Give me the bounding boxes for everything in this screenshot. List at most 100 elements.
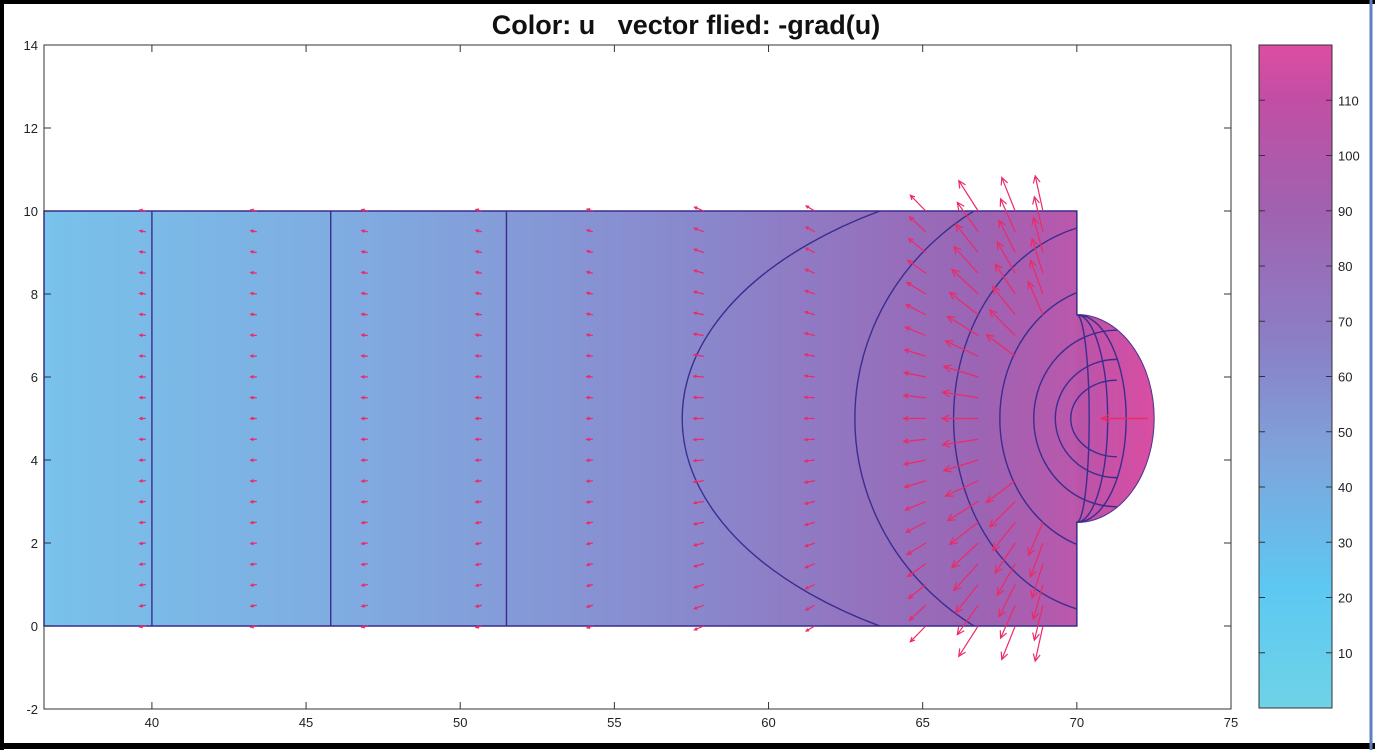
- colorbar-tick-label: 90: [1338, 204, 1352, 219]
- vector-arrowhead: [1029, 568, 1037, 579]
- vector-arrowhead: [249, 250, 254, 254]
- vector-arrowhead: [954, 604, 964, 614]
- vector-arrowhead: [906, 259, 913, 265]
- vector-arrow: [908, 238, 927, 253]
- vector-arrow: [994, 263, 1016, 295]
- vector-arrowhead: [988, 309, 998, 318]
- vector-arrow: [694, 604, 704, 610]
- vector-arrowhead: [249, 458, 254, 462]
- vector-arrowhead: [249, 291, 254, 296]
- vector-arrowhead: [1032, 632, 1040, 642]
- vector-arrow: [908, 584, 927, 599]
- vector-arrowhead: [692, 248, 698, 252]
- contour-line: [854, 211, 1117, 626]
- vector-arrowhead: [803, 437, 808, 442]
- vector-arrowhead: [692, 353, 697, 358]
- vector-arrow: [693, 500, 704, 504]
- vector-arrowhead: [585, 333, 590, 337]
- vector-arrowhead: [360, 604, 365, 608]
- vector-arrowhead: [474, 374, 479, 379]
- vector-arrow: [906, 282, 927, 295]
- vector-arrowhead: [138, 583, 143, 587]
- vector-arrowhead: [902, 370, 910, 377]
- vector-arrowhead: [903, 483, 910, 489]
- vector-arrow: [1034, 175, 1044, 212]
- vector-arrowhead: [474, 270, 479, 275]
- vector-arrow: [805, 521, 815, 526]
- vector-arrowhead: [585, 312, 590, 317]
- vector-arrow: [804, 396, 815, 399]
- vector-arrowhead: [948, 291, 958, 300]
- colorbar-tick-label: 100: [1338, 149, 1360, 164]
- vector-arrowhead: [360, 229, 365, 233]
- vector-arrowhead: [692, 416, 697, 421]
- vector-arrowhead: [902, 415, 909, 422]
- vector-arrowhead: [1031, 216, 1040, 226]
- vector-arrow: [989, 501, 1016, 528]
- vector-arrowhead: [360, 208, 365, 213]
- vector-arrowhead: [249, 583, 254, 587]
- vector-arrowhead: [958, 179, 966, 189]
- vector-arrowhead: [474, 458, 479, 463]
- vector-arrowhead: [360, 395, 365, 400]
- vector-arrow: [1029, 542, 1044, 578]
- colorbar-ticks: 10 20 30 40 50 60 70 80 90 100 110: [1259, 93, 1360, 661]
- vector-arrow: [805, 563, 816, 569]
- vector-arrowhead: [803, 416, 808, 421]
- vector-arrowhead: [996, 587, 1005, 597]
- x-tick-label: 65: [915, 715, 929, 730]
- vector-arrowhead: [585, 500, 590, 504]
- vector-arrowhead: [804, 226, 809, 230]
- vector-arrowhead: [902, 393, 909, 399]
- plot-area: 40 45 50 55 60 65 70 75 -2 0 2 4 6 8 10 12 14: [24, 38, 1239, 730]
- vector-arrow: [905, 304, 927, 316]
- vector-arrow: [805, 226, 816, 233]
- vector-arrowhead: [1032, 653, 1041, 663]
- vector-arrowhead: [999, 630, 1007, 640]
- vector-arrowhead: [998, 219, 1006, 229]
- vector-arrowhead: [249, 499, 254, 504]
- vector-arrow: [958, 180, 979, 212]
- vector-arrow: [694, 583, 704, 589]
- vector-arrow: [693, 375, 704, 378]
- vector-arrowhead: [1000, 176, 1009, 186]
- colorbar-tick-label: 30: [1338, 535, 1352, 550]
- vector-arrowhead: [474, 520, 479, 525]
- vector-arrowhead: [249, 604, 254, 608]
- vector-arrowhead: [692, 585, 698, 589]
- vector-arrowhead: [905, 281, 912, 287]
- vector-arrow: [693, 542, 704, 546]
- vector-arrow: [805, 542, 815, 547]
- vector-arrowhead: [360, 250, 365, 254]
- vector-arrowhead: [803, 522, 809, 527]
- vector-arrowhead: [940, 414, 950, 423]
- vector-arrowhead: [1099, 413, 1110, 424]
- vector-arrow: [996, 563, 1016, 596]
- vector-arrow: [986, 334, 1016, 357]
- vector-arrowhead: [474, 583, 479, 588]
- vector-arrow: [953, 563, 979, 591]
- vector-arrow: [693, 459, 704, 462]
- vector-arrowhead: [692, 290, 698, 294]
- vector-arrowhead: [985, 495, 995, 504]
- colorbar-tick-label: 70: [1338, 314, 1352, 329]
- contour-line: [1032, 329, 1117, 508]
- vector-arrowhead: [908, 615, 915, 622]
- vector-arrow: [694, 248, 704, 254]
- vector-arrowhead: [907, 593, 914, 600]
- vector-arrowhead: [803, 310, 809, 315]
- vector-arrow: [949, 292, 979, 316]
- vector-arrowhead: [360, 520, 365, 525]
- y-tick-label: 2: [31, 536, 38, 551]
- vector-arrow: [955, 584, 979, 613]
- vector-arrowhead: [904, 304, 912, 309]
- contour-line: [999, 283, 1117, 554]
- vector-arrowhead: [692, 437, 697, 442]
- vector-arrowhead: [249, 229, 254, 233]
- vector-arrowhead: [138, 312, 143, 317]
- y-tick-label: 4: [31, 453, 38, 468]
- vector-arrowhead: [474, 500, 479, 504]
- colorbar-tick-label: 80: [1338, 259, 1352, 274]
- vector-arrowhead: [804, 205, 810, 209]
- vector-arrowhead: [360, 437, 365, 442]
